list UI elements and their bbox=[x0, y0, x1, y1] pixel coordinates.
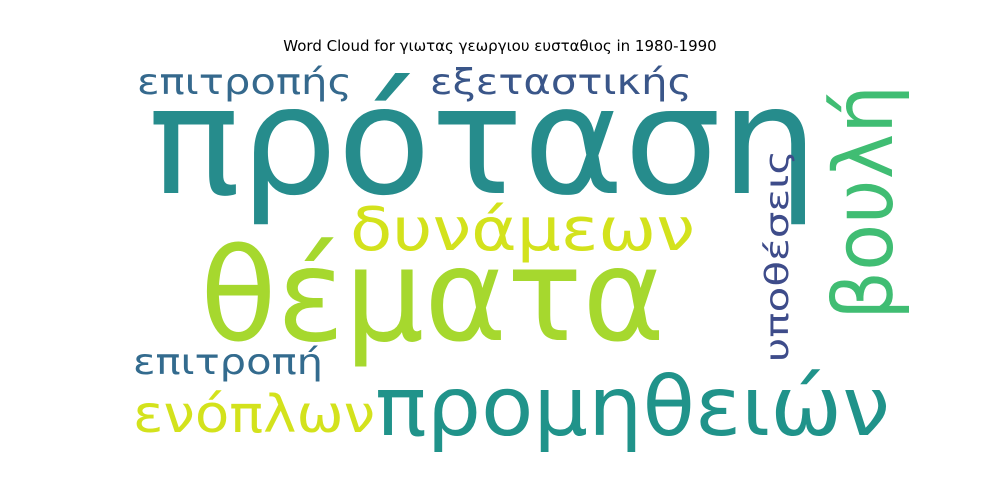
word-6: ενόπλων bbox=[133, 385, 375, 445]
word-7: επιτροπής bbox=[137, 62, 352, 103]
word-4: δυνάμεων bbox=[350, 195, 695, 265]
word-8: εξεταστικής bbox=[430, 62, 692, 103]
word-10: υποθέσεις bbox=[758, 150, 796, 362]
chart-title: Word Cloud for γιωτας γεωργιου ευσταθιος… bbox=[283, 37, 717, 55]
word-9: επιτροπή bbox=[133, 342, 323, 383]
word-2: θέματα bbox=[200, 222, 665, 371]
word-5: βουλή bbox=[817, 85, 912, 320]
word-1: πρόταση bbox=[148, 55, 818, 229]
word-3: προμηθειών bbox=[375, 360, 890, 455]
